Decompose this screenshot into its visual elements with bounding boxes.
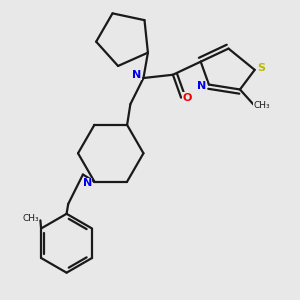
Text: O: O (183, 93, 192, 103)
Text: S: S (257, 63, 265, 73)
Text: N: N (197, 81, 206, 91)
Text: N: N (132, 70, 142, 80)
Text: N: N (82, 178, 92, 188)
Text: CH₃: CH₃ (22, 214, 39, 223)
Text: CH₃: CH₃ (254, 101, 270, 110)
